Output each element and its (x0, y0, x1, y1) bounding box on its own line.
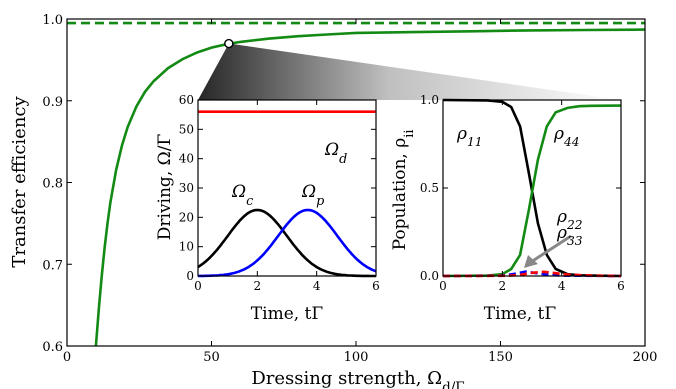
inset-driving-series-layer (197, 110, 377, 278)
x-tick-label: 150 (488, 350, 513, 365)
series-line-omega-p (198, 208, 377, 278)
x-tick-label: 2 (499, 279, 507, 293)
x-tick-label: 200 (633, 350, 658, 365)
inset-population-ticks: 0 2 4 6 0.0 0.5 1.0 (420, 93, 625, 293)
x-tick-label: 0 (63, 350, 71, 365)
y-tick-label: 0 (186, 269, 194, 283)
y-tick-label: 0.5 (420, 181, 439, 195)
x-tick-label: 50 (203, 350, 220, 365)
y-tick-label: 1.0 (42, 13, 63, 28)
x-tick-label: 4 (313, 279, 321, 293)
inset-population-x-axis-label: Time, tΓ (484, 304, 557, 324)
y-tick-label: 20 (179, 210, 194, 224)
series-line-omega-c (197, 208, 376, 278)
x-tick-label: 0 (439, 279, 447, 293)
y-tick-label: 30 (179, 181, 194, 195)
y-tick-label: 50 (179, 122, 194, 136)
y-tick-label: 0.7 (42, 258, 63, 273)
y-tick-label: 0.0 (420, 269, 439, 283)
y-tick-label: 0.6 (42, 340, 63, 355)
inset-population-y-axis-label: Population, ρii (390, 130, 417, 251)
y-tick-label: 40 (179, 152, 194, 166)
x-tick-label: 0 (194, 279, 202, 293)
y-tick-label: 1.0 (420, 93, 439, 107)
series-line-efficiency (94, 28, 646, 347)
main-x-axis-label: Dressing strength, Ωd/Γ (251, 368, 464, 389)
zoom-wedge (198, 43, 621, 100)
inset-driving-y-axis-label: Driving, Ω/Γ (155, 134, 175, 241)
x-tick-label: 2 (254, 279, 262, 293)
x-tick-label: 4 (558, 279, 566, 293)
main-y-axis-label: Transfer efficiency (9, 95, 30, 267)
y-tick-label: 0.9 (42, 95, 63, 110)
x-tick-label: 100 (344, 350, 369, 365)
inset-driving-x-axis-label: Time, tΓ (251, 304, 324, 324)
x-tick-label: 6 (372, 279, 380, 293)
y-tick-label: 0.8 (42, 177, 63, 192)
y-tick-label: 10 (179, 240, 194, 254)
inset-population-chart: 0 2 4 60.00.51.0 ρ11 ρ44 ρ22 ρ33 Time, tΓ P… (390, 93, 625, 324)
arrow-annotation (524, 234, 572, 268)
x-tick-label: 6 (617, 279, 625, 293)
y-tick-label: 60 (179, 93, 194, 107)
highlight-point (224, 38, 234, 49)
